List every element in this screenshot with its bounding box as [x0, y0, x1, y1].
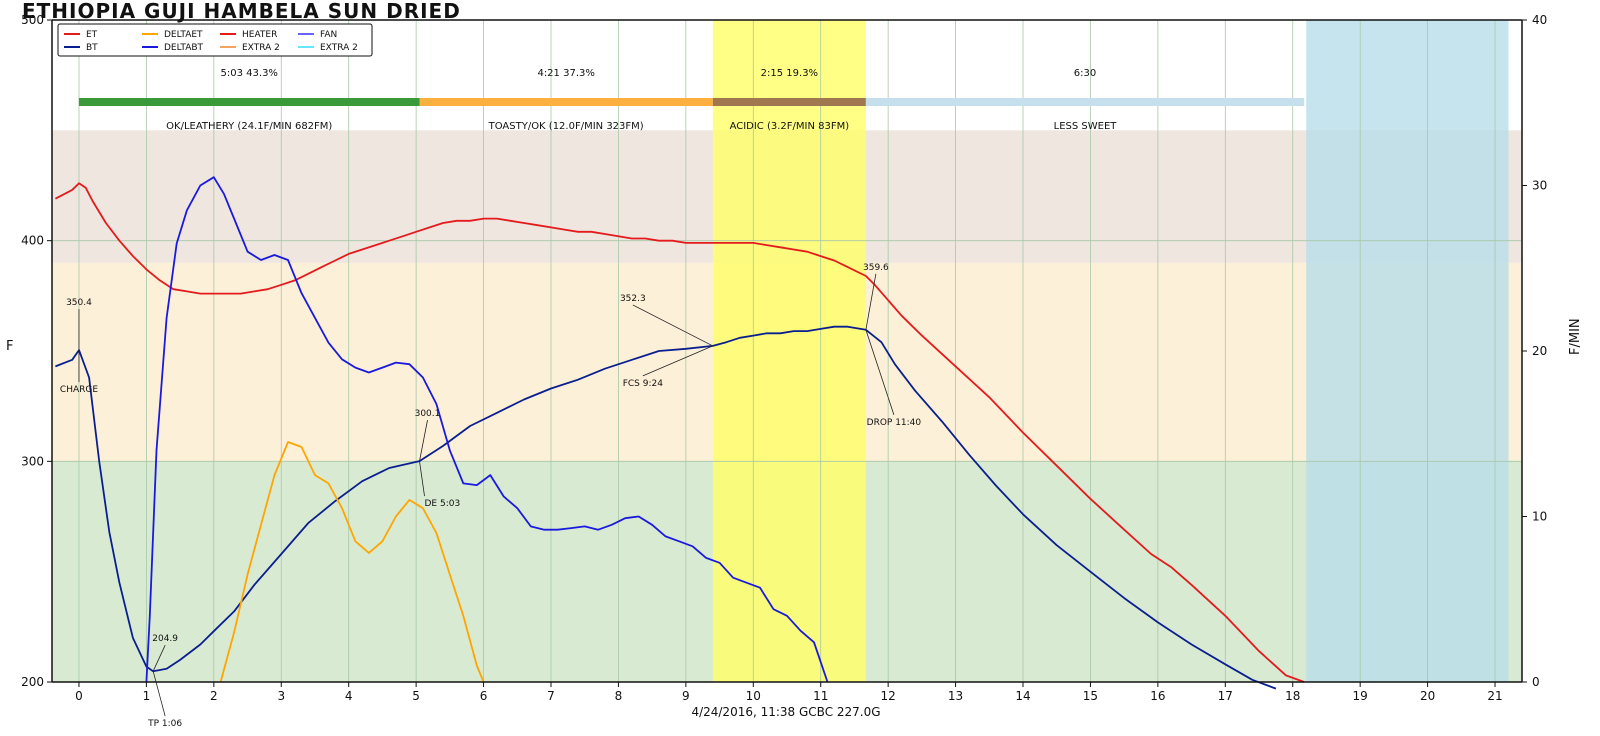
annotation-label-3: TP 1:06: [147, 719, 182, 729]
highlight-region-layer: [712, 20, 1509, 682]
y-tick-label-400: 400: [21, 234, 44, 248]
legend-label-0: ET: [86, 30, 98, 40]
x-tick-label-15: 15: [1083, 689, 1098, 703]
annotation-leader-2: [152, 645, 166, 672]
annotation-label-9: DROP 11:40: [867, 418, 922, 428]
phase-time-2: 2:15 19.3%: [761, 68, 818, 79]
phase-time-3: 6:30: [1074, 68, 1096, 79]
annotation-label-7: FCS 9:24: [623, 379, 664, 389]
annotation-leader-5: [419, 461, 425, 497]
legend: ET BT DELTAET DELTABT HEATER EXTRA 2 FAN EXTRA …: [57, 23, 373, 57]
legend-label-4: HEATER: [242, 30, 277, 40]
highlight-region-0: [712, 20, 866, 682]
x-tick-label-7: 7: [547, 689, 555, 703]
x-tick-label-5: 5: [412, 689, 420, 703]
phase-time-1: 4:21 37.3%: [537, 68, 594, 79]
x-tick-label-18: 18: [1285, 689, 1300, 703]
phase-layer: 5:03 43.3% OK/LEATHERY (24.1F/MIN 682FM) 4…: [78, 68, 1305, 132]
annotation-leader-9: [865, 329, 895, 415]
x-tick-label-10: 10: [746, 689, 761, 703]
x-tick-label-0: 0: [75, 689, 83, 703]
legend-label-3: DELTABT: [164, 43, 204, 53]
series-layer: [54, 176, 1305, 690]
footer-text: 4/24/2016, 11:38 GCBC 227.0G: [691, 705, 880, 719]
annotation-leader-7: [642, 345, 713, 377]
legend-box: [57, 23, 373, 57]
x-tick-label-3: 3: [277, 689, 285, 703]
x-tick-label-1: 1: [143, 689, 151, 703]
y-axis-label: F: [6, 339, 13, 354]
annotation-label-2: 204.9: [152, 634, 178, 644]
x-tick-label-12: 12: [881, 689, 896, 703]
x-tick-label-19: 19: [1353, 689, 1368, 703]
x-tick-label-6: 6: [480, 689, 488, 703]
y2-axis-label: F/MIN: [1568, 318, 1583, 355]
y2-tick-label-10: 10: [1532, 510, 1547, 524]
annotation-leader-3: [152, 671, 166, 717]
x-tick-label-8: 8: [615, 689, 623, 703]
x-tick-label-20: 20: [1420, 689, 1435, 703]
annotation-label-0: 350.4: [66, 298, 92, 308]
series-line-deltaet: [219, 441, 485, 683]
annotation-label-8: 359.6: [863, 263, 889, 273]
legend-label-6: FAN: [320, 30, 337, 40]
x-tick-label-13: 13: [948, 689, 963, 703]
x-tick-label-11: 11: [813, 689, 828, 703]
x-tick-label-17: 17: [1218, 689, 1233, 703]
y-tick-label-200: 200: [21, 675, 44, 689]
phase-label-1: TOASTY/OK (12.0F/MIN 323FM): [488, 121, 644, 132]
annotation-leader-8: [865, 273, 877, 330]
annotation-label-1: CHARGE: [60, 385, 98, 395]
legend-label-1: BT: [86, 43, 98, 53]
y-tick-label-300: 300: [21, 454, 44, 468]
x-tick-label-4: 4: [345, 689, 353, 703]
annotation-leader-4: [419, 420, 428, 462]
y-tick-label-500: 500: [21, 13, 44, 27]
x-tick-label-16: 16: [1150, 689, 1165, 703]
annotation-label-6: 352.3: [620, 294, 646, 304]
legend-label-7: EXTRA 2: [320, 43, 358, 53]
annotation-label-4: 300.1: [415, 409, 441, 419]
y2-tick-label-20: 20: [1532, 344, 1547, 358]
x-tick-label-9: 9: [682, 689, 690, 703]
phase-label-0: OK/LEATHERY (24.1F/MIN 682FM): [166, 121, 332, 132]
y2-tick-label-40: 40: [1532, 13, 1547, 27]
axes-layer: 0 1 2 3 4 5 6 7 8 9 10 11 12 13 14 15 16 17 18 19 20 21200300…: [21, 13, 1547, 703]
annotation-leader-6: [632, 304, 714, 347]
annotation-label-5: DE 5:03: [425, 499, 461, 509]
phase-time-0: 5:03 43.3%: [221, 68, 278, 79]
x-tick-label-14: 14: [1015, 689, 1030, 703]
phase-label-3: LESS SWEET: [1054, 121, 1118, 132]
legend-label-5: EXTRA 2: [242, 43, 280, 53]
series-line-deltabt: [145, 176, 829, 683]
phase-label-2: ACIDIC (3.2F/MIN 83FM): [730, 121, 850, 132]
y2-tick-label-30: 30: [1532, 179, 1547, 193]
legend-label-2: DELTAET: [164, 30, 203, 40]
x-tick-label-21: 21: [1487, 689, 1502, 703]
y2-tick-label-0: 0: [1532, 675, 1540, 689]
annotation-layer: 350.4 CHARGE 204.9 TP 1:06 300.1 DE 5:03 352.3…: [60, 263, 922, 729]
x-tick-label-2: 2: [210, 689, 218, 703]
series-line-et: [54, 182, 1305, 683]
highlight-region-1: [1306, 20, 1509, 682]
series-line-bt: [55, 325, 1277, 690]
chart-title: ETHIOPIA GUJI HAMBELA SUN DRIED: [22, 0, 461, 23]
